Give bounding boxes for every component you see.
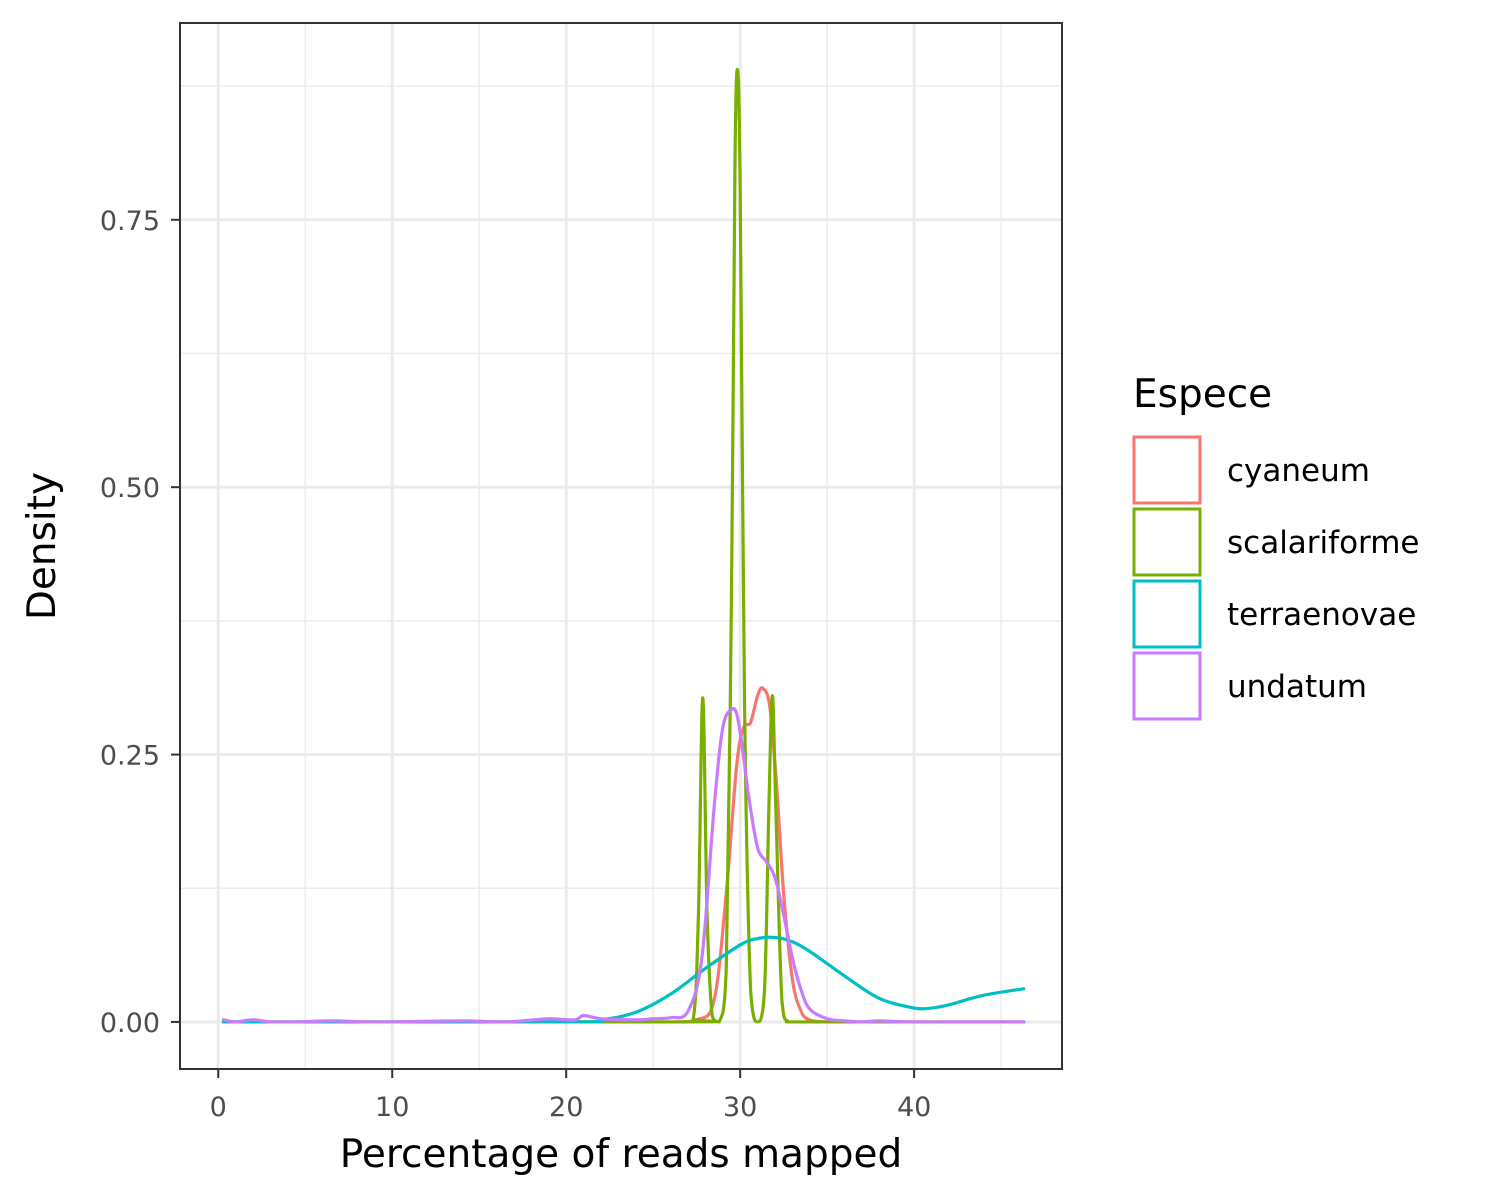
y-tick-label: 0.75	[100, 206, 160, 237]
minor-gridlines	[180, 23, 1062, 1069]
panel-border	[179, 22, 1063, 1070]
x-axis: 0 10 20 30 40	[210, 1069, 931, 1123]
y-axis: 0.00 0.25 0.50 0.75	[100, 206, 180, 1039]
x-tick-label: 40	[897, 1092, 931, 1123]
major-gridlines	[180, 23, 1062, 1069]
legend-items: cyaneum scalariforme terraenovae undatum	[1132, 435, 1420, 721]
x-tick-label: 0	[210, 1092, 227, 1123]
legend-item-terraenovae: terraenovae	[1132, 579, 1416, 649]
series-line-undatum	[221, 706, 1026, 1024]
series-line-terraenovae	[221, 935, 1026, 1024]
x-tick-label: 30	[723, 1092, 757, 1123]
legend-label-undatum: undatum	[1227, 669, 1367, 705]
legend: Espece cyaneum scalariforme terraenovae und…	[1132, 372, 1420, 721]
legend-key-undatum	[1132, 651, 1202, 721]
legend-key-terraenovae	[1132, 579, 1202, 649]
legend-item-undatum: undatum	[1132, 651, 1367, 721]
legend-item-cyaneum: cyaneum	[1132, 435, 1370, 505]
y-tick-label: 0.00	[100, 1008, 160, 1039]
y-tick-label: 0.25	[100, 741, 160, 772]
panel-background	[180, 23, 1062, 1069]
series-line-scalariforme	[221, 67, 1026, 1024]
legend-label-cyaneum: cyaneum	[1227, 453, 1370, 489]
legend-key-cyaneum	[1132, 435, 1202, 505]
legend-key-scalariforme	[1132, 507, 1202, 577]
density-curves	[221, 67, 1026, 1024]
y-tick-label: 0.50	[100, 473, 160, 504]
x-axis-title: Percentage of reads mapped	[340, 1132, 902, 1177]
legend-label-scalariforme: scalariforme	[1227, 525, 1420, 561]
legend-item-scalariforme: scalariforme	[1132, 507, 1420, 577]
y-axis-title: Density	[20, 472, 65, 620]
legend-label-terraenovae: terraenovae	[1227, 597, 1416, 633]
x-tick-label: 20	[549, 1092, 583, 1123]
legend-title: Espece	[1133, 372, 1272, 417]
x-tick-label: 10	[375, 1092, 409, 1123]
